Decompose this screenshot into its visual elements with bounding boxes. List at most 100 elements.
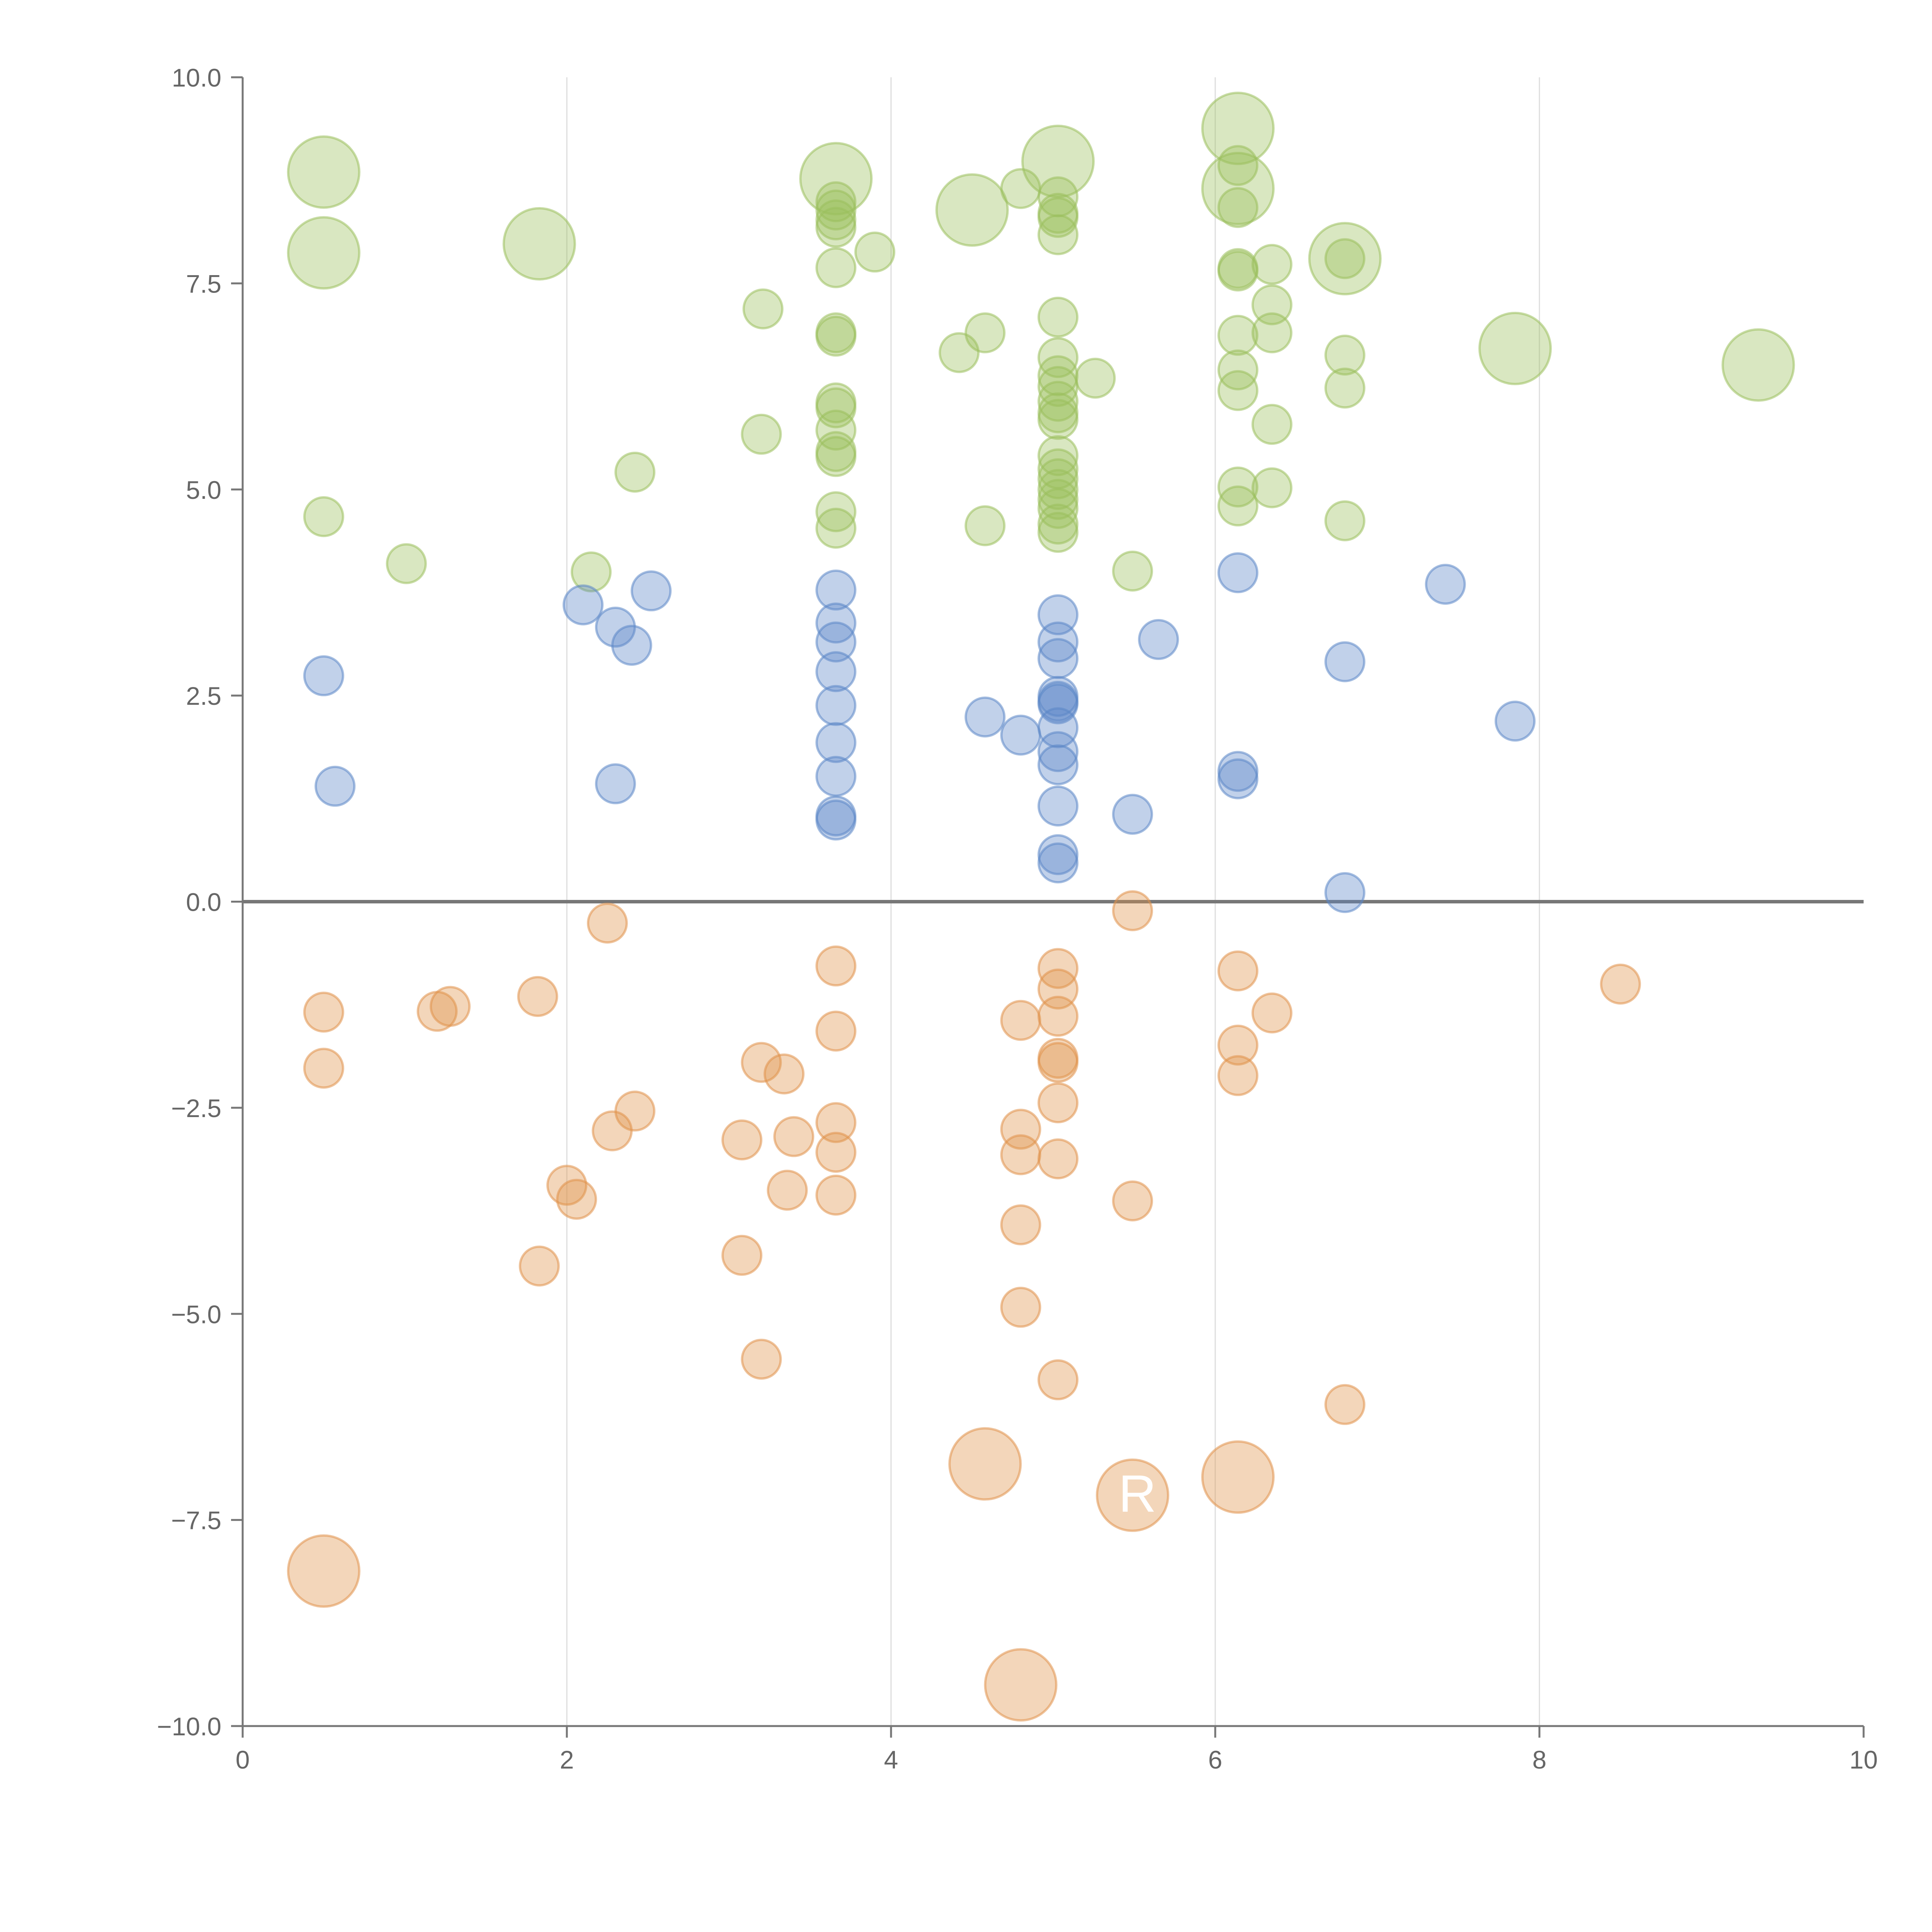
data-point-green <box>1251 312 1293 354</box>
data-point-orange <box>587 902 628 944</box>
data-point-orange <box>303 1048 344 1089</box>
y-tick-label: −2.5 <box>171 1094 221 1122</box>
data-point-orange <box>1112 1180 1153 1221</box>
data-point-green <box>1324 238 1366 279</box>
data-point-green <box>1037 197 1079 238</box>
x-tick-label: 6 <box>1208 1745 1223 1774</box>
y-tick-label: −5.0 <box>171 1300 221 1328</box>
data-point-green <box>1251 467 1293 509</box>
data-point-green <box>1037 296 1079 338</box>
data-point-green <box>1021 124 1095 198</box>
data-point-orange <box>1037 948 1079 989</box>
data-point-blue <box>1217 758 1259 799</box>
data-point-blue <box>1037 842 1079 884</box>
data-point-green <box>1217 145 1259 186</box>
data-point-blue <box>815 570 857 611</box>
data-point-green <box>1217 349 1259 391</box>
data-point-blue <box>1000 714 1041 756</box>
data-point-blue <box>1037 638 1079 679</box>
data-point-green <box>815 315 857 357</box>
data-point-orange <box>519 1245 560 1287</box>
data-point-blue <box>1324 872 1366 913</box>
data-point-green <box>1721 328 1795 402</box>
data-point-green <box>815 247 857 288</box>
data-point-blue <box>815 756 857 797</box>
points-layer <box>287 92 1795 1722</box>
data-point-green <box>1037 435 1079 476</box>
data-point-blue <box>595 763 636 804</box>
data-point-blue <box>1037 683 1079 724</box>
data-point-green <box>1217 370 1259 411</box>
data-point-orange <box>517 976 558 1017</box>
data-point-green <box>741 413 782 455</box>
data-point-green <box>815 189 857 231</box>
data-point-orange <box>1000 1000 1041 1041</box>
data-point-orange <box>1000 1287 1041 1328</box>
data-point-orange <box>1324 1384 1366 1425</box>
data-point-green <box>1037 488 1079 529</box>
y-tick-label: 5.0 <box>186 476 221 504</box>
data-point-blue <box>1037 621 1079 663</box>
data-point-blue <box>1037 744 1079 786</box>
data-point-green <box>1324 367 1366 409</box>
data-point-blue <box>1112 794 1153 835</box>
data-point-orange <box>741 1042 782 1083</box>
data-point-orange <box>1000 1134 1041 1175</box>
data-point-green <box>1478 311 1552 385</box>
data-point-green <box>1075 357 1116 399</box>
data-point-green <box>287 216 361 290</box>
x-tick-label: 8 <box>1532 1745 1547 1774</box>
y-tick-label: 7.5 <box>186 269 221 298</box>
data-point-green <box>1037 512 1079 553</box>
data-point-green <box>1217 485 1259 527</box>
data-point-green <box>1324 500 1366 541</box>
data-point-blue <box>815 799 857 841</box>
data-point-orange <box>741 1338 782 1380</box>
data-point-blue <box>1037 786 1079 827</box>
axis-layer: −10.0 −7.5 −5.0 −2.5 0.0 2.5 5.0 7.5 10.0 0 2 4 6 8 10 <box>157 63 1878 1774</box>
data-point-orange <box>767 1170 808 1211</box>
data-point-blue <box>815 621 857 663</box>
data-point-green <box>1217 187 1259 228</box>
data-point-blue <box>815 651 857 692</box>
data-point-blue <box>964 696 1006 738</box>
data-point-orange <box>815 1102 857 1143</box>
x-tick-label: 0 <box>236 1745 250 1774</box>
data-point-green <box>815 387 857 429</box>
data-point-blue <box>631 570 672 612</box>
data-point-green <box>1251 404 1293 445</box>
data-point-green <box>815 508 857 549</box>
data-point-orange <box>1037 1359 1079 1400</box>
data-point-blue <box>1495 701 1536 742</box>
data-point-green <box>1037 399 1079 440</box>
y-tick-label: −7.5 <box>171 1506 221 1535</box>
data-point-green <box>386 543 427 584</box>
data-point-blue <box>1425 564 1466 605</box>
data-point-orange <box>773 1116 815 1157</box>
data-point-blue <box>1037 731 1079 772</box>
data-point-green <box>1217 250 1259 292</box>
data-point-green <box>1037 214 1079 255</box>
y-tick-label: 10.0 <box>172 63 221 92</box>
data-point-orange <box>948 1427 1022 1501</box>
data-point-green <box>1037 337 1079 378</box>
data-point-orange <box>815 945 857 986</box>
data-point-orange <box>815 1010 857 1052</box>
data-point-green <box>614 451 656 493</box>
annotation-label: H <box>1031 1464 1069 1523</box>
data-point-orange <box>592 1110 633 1151</box>
data-point-orange <box>1096 1458 1170 1532</box>
data-point-blue <box>611 624 652 666</box>
data-point-orange <box>721 1235 763 1276</box>
data-point-orange <box>1201 1440 1275 1514</box>
data-point-orange <box>287 1534 361 1608</box>
data-point-blue <box>1138 619 1179 660</box>
data-point-green <box>502 207 576 281</box>
data-point-orange <box>303 992 344 1033</box>
data-point-orange <box>721 1119 763 1161</box>
data-point-orange <box>1000 1204 1041 1245</box>
data-point-green <box>303 496 344 537</box>
data-point-blue <box>815 685 857 726</box>
